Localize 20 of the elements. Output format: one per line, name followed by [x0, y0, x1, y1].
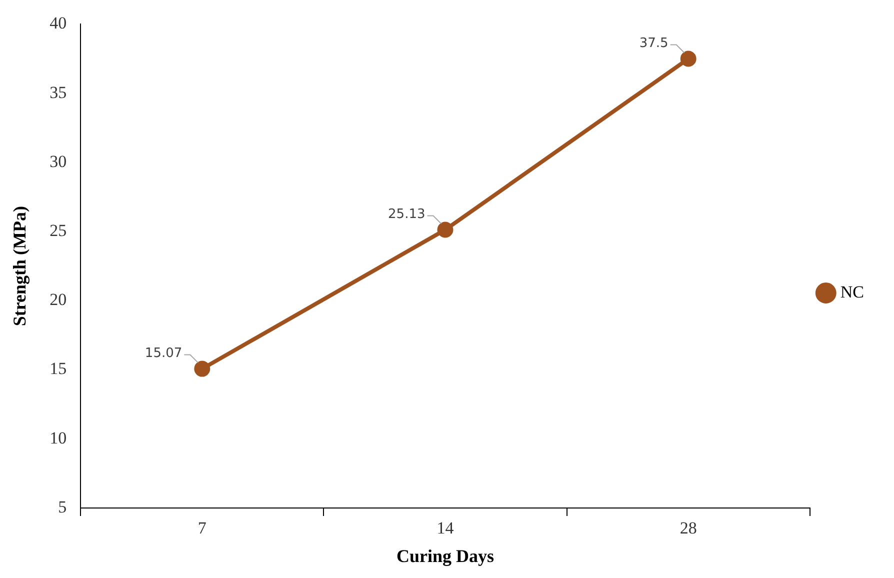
- data-label: 25.13: [388, 207, 426, 222]
- legend-label: NC: [840, 282, 864, 302]
- y-tick-label: 40: [50, 14, 67, 33]
- y-tick-label: 25: [50, 221, 67, 240]
- point: [437, 222, 454, 238]
- x-axis-title: Curing Days: [396, 546, 494, 566]
- y-tick-label: 5: [58, 497, 67, 516]
- y-axis-title: Strength (MPa): [9, 206, 30, 326]
- y-tick-label: 30: [50, 152, 67, 171]
- point: [680, 50, 696, 67]
- y-tick-label: 10: [50, 428, 67, 448]
- data-label: 15.07: [144, 346, 182, 362]
- y-tick-label: 15: [50, 359, 67, 378]
- y-tick-label: 20: [50, 290, 67, 310]
- x-tick-label: 7: [198, 518, 207, 538]
- x-tick-label: 28: [680, 518, 697, 538]
- point: [194, 360, 210, 377]
- data-label: 37.5: [639, 36, 668, 52]
- x-tick-label: 14: [436, 518, 454, 538]
- y-tick-label: 35: [50, 82, 67, 102]
